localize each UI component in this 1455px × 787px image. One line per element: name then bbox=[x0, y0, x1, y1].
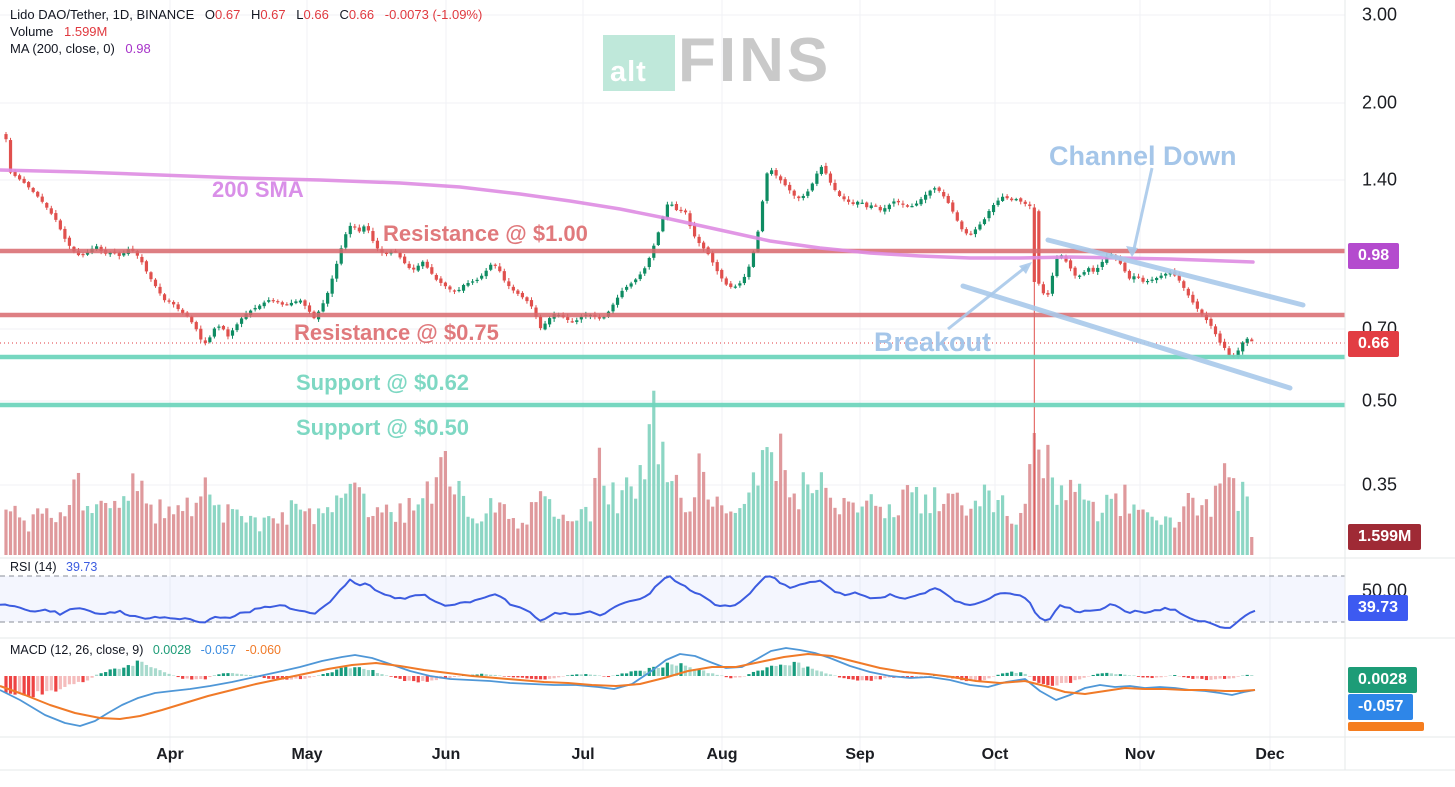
support-062-label: Support @ $0.62 bbox=[296, 370, 470, 395]
channel-down-label: Channel Down bbox=[1049, 141, 1237, 171]
rsi-label: RSI (14) bbox=[10, 560, 57, 574]
altfins-logo-box: alt bbox=[603, 35, 675, 91]
month-label-sep: Sep bbox=[845, 746, 875, 763]
axis-badge-39.73: 39.73 bbox=[1348, 595, 1409, 621]
price-tick-2.00: 2.00 bbox=[1362, 92, 1398, 113]
macd-label: MACD (12, 26, close, 9) bbox=[10, 643, 144, 657]
month-label-jun: Jun bbox=[431, 746, 461, 763]
axis-badge-signal-partial bbox=[1348, 722, 1424, 731]
sma-annotation-label: 200 SMA bbox=[212, 177, 304, 202]
volume-legend-row: Volume 1.599M bbox=[10, 23, 482, 40]
volume-label: Volume bbox=[10, 24, 54, 39]
resistance-075-label: Resistance @ $0.75 bbox=[294, 320, 499, 345]
axis-badge-1.599M: 1.599M bbox=[1348, 524, 1422, 550]
macd-legend[interactable]: MACD (12, 26, close, 9) 0.0028 -0.057 -0… bbox=[10, 643, 281, 657]
open-label: O bbox=[204, 7, 215, 22]
ma-value: 0.98 bbox=[125, 41, 151, 56]
month-label-aug: Aug bbox=[706, 746, 738, 763]
macd-hist-value: 0.0028 bbox=[152, 643, 192, 657]
macd-signal-value: -0.060 bbox=[245, 643, 281, 657]
month-label-jul: Jul bbox=[571, 746, 595, 763]
volume-value: 1.599M bbox=[64, 24, 108, 39]
month-label-nov: Nov bbox=[1124, 746, 1156, 763]
price-tick-1.40: 1.40 bbox=[1362, 169, 1398, 190]
symbol-title: Lido DAO/Tether, 1D, BINANCE bbox=[10, 7, 195, 22]
price-tick-3.00: 3.00 bbox=[1362, 4, 1398, 25]
symbol-legend[interactable]: Lido DAO/Tether, 1D, BINANCE O0.67 H0.67… bbox=[10, 6, 482, 57]
month-label-may: May bbox=[291, 746, 323, 763]
change-value: -0.0073 (-1.09%) bbox=[384, 7, 483, 22]
resistance-100-label: Resistance @ $1.00 bbox=[383, 221, 588, 246]
low-value: 0.66 bbox=[303, 7, 329, 22]
low-label: L bbox=[296, 7, 304, 22]
price-tick-0.35: 0.35 bbox=[1362, 474, 1398, 495]
breakout-label: Breakout bbox=[874, 327, 992, 357]
altfins-watermark: alt FINS bbox=[603, 30, 831, 92]
axis-badge-0.66: 0.66 bbox=[1348, 331, 1400, 357]
ma-label: MA (200, close, 0) bbox=[10, 41, 115, 56]
symbol-ohlc-row: Lido DAO/Tether, 1D, BINANCE O0.67 H0.67… bbox=[10, 6, 482, 23]
rsi-value: 39.73 bbox=[66, 560, 98, 574]
altfins-logo-fins: FINS bbox=[678, 26, 832, 95]
price-tick-0.50: 0.50 bbox=[1362, 390, 1398, 411]
macd-line-value: -0.057 bbox=[200, 643, 237, 657]
high-value: 0.67 bbox=[260, 7, 286, 22]
month-label-apr: Apr bbox=[156, 746, 184, 763]
open-value: 0.67 bbox=[215, 7, 241, 22]
axis-badge-0.98: 0.98 bbox=[1348, 243, 1400, 269]
close-label: C bbox=[339, 7, 349, 22]
altfins-logo-alt: alt bbox=[610, 56, 647, 88]
axis-badge-0.0028: 0.0028 bbox=[1348, 667, 1417, 693]
high-label: H bbox=[250, 7, 261, 22]
axis-badge--0.057: -0.057 bbox=[1348, 694, 1414, 720]
month-label-dec: Dec bbox=[1255, 746, 1285, 763]
ma-legend-row: MA (200, close, 0) 0.98 bbox=[10, 40, 482, 57]
support-050-label: Support @ $0.50 bbox=[296, 415, 470, 440]
rsi-legend[interactable]: RSI (14) 39.73 bbox=[10, 560, 97, 574]
close-value: 0.66 bbox=[348, 7, 375, 22]
month-label-oct: Oct bbox=[981, 746, 1009, 763]
